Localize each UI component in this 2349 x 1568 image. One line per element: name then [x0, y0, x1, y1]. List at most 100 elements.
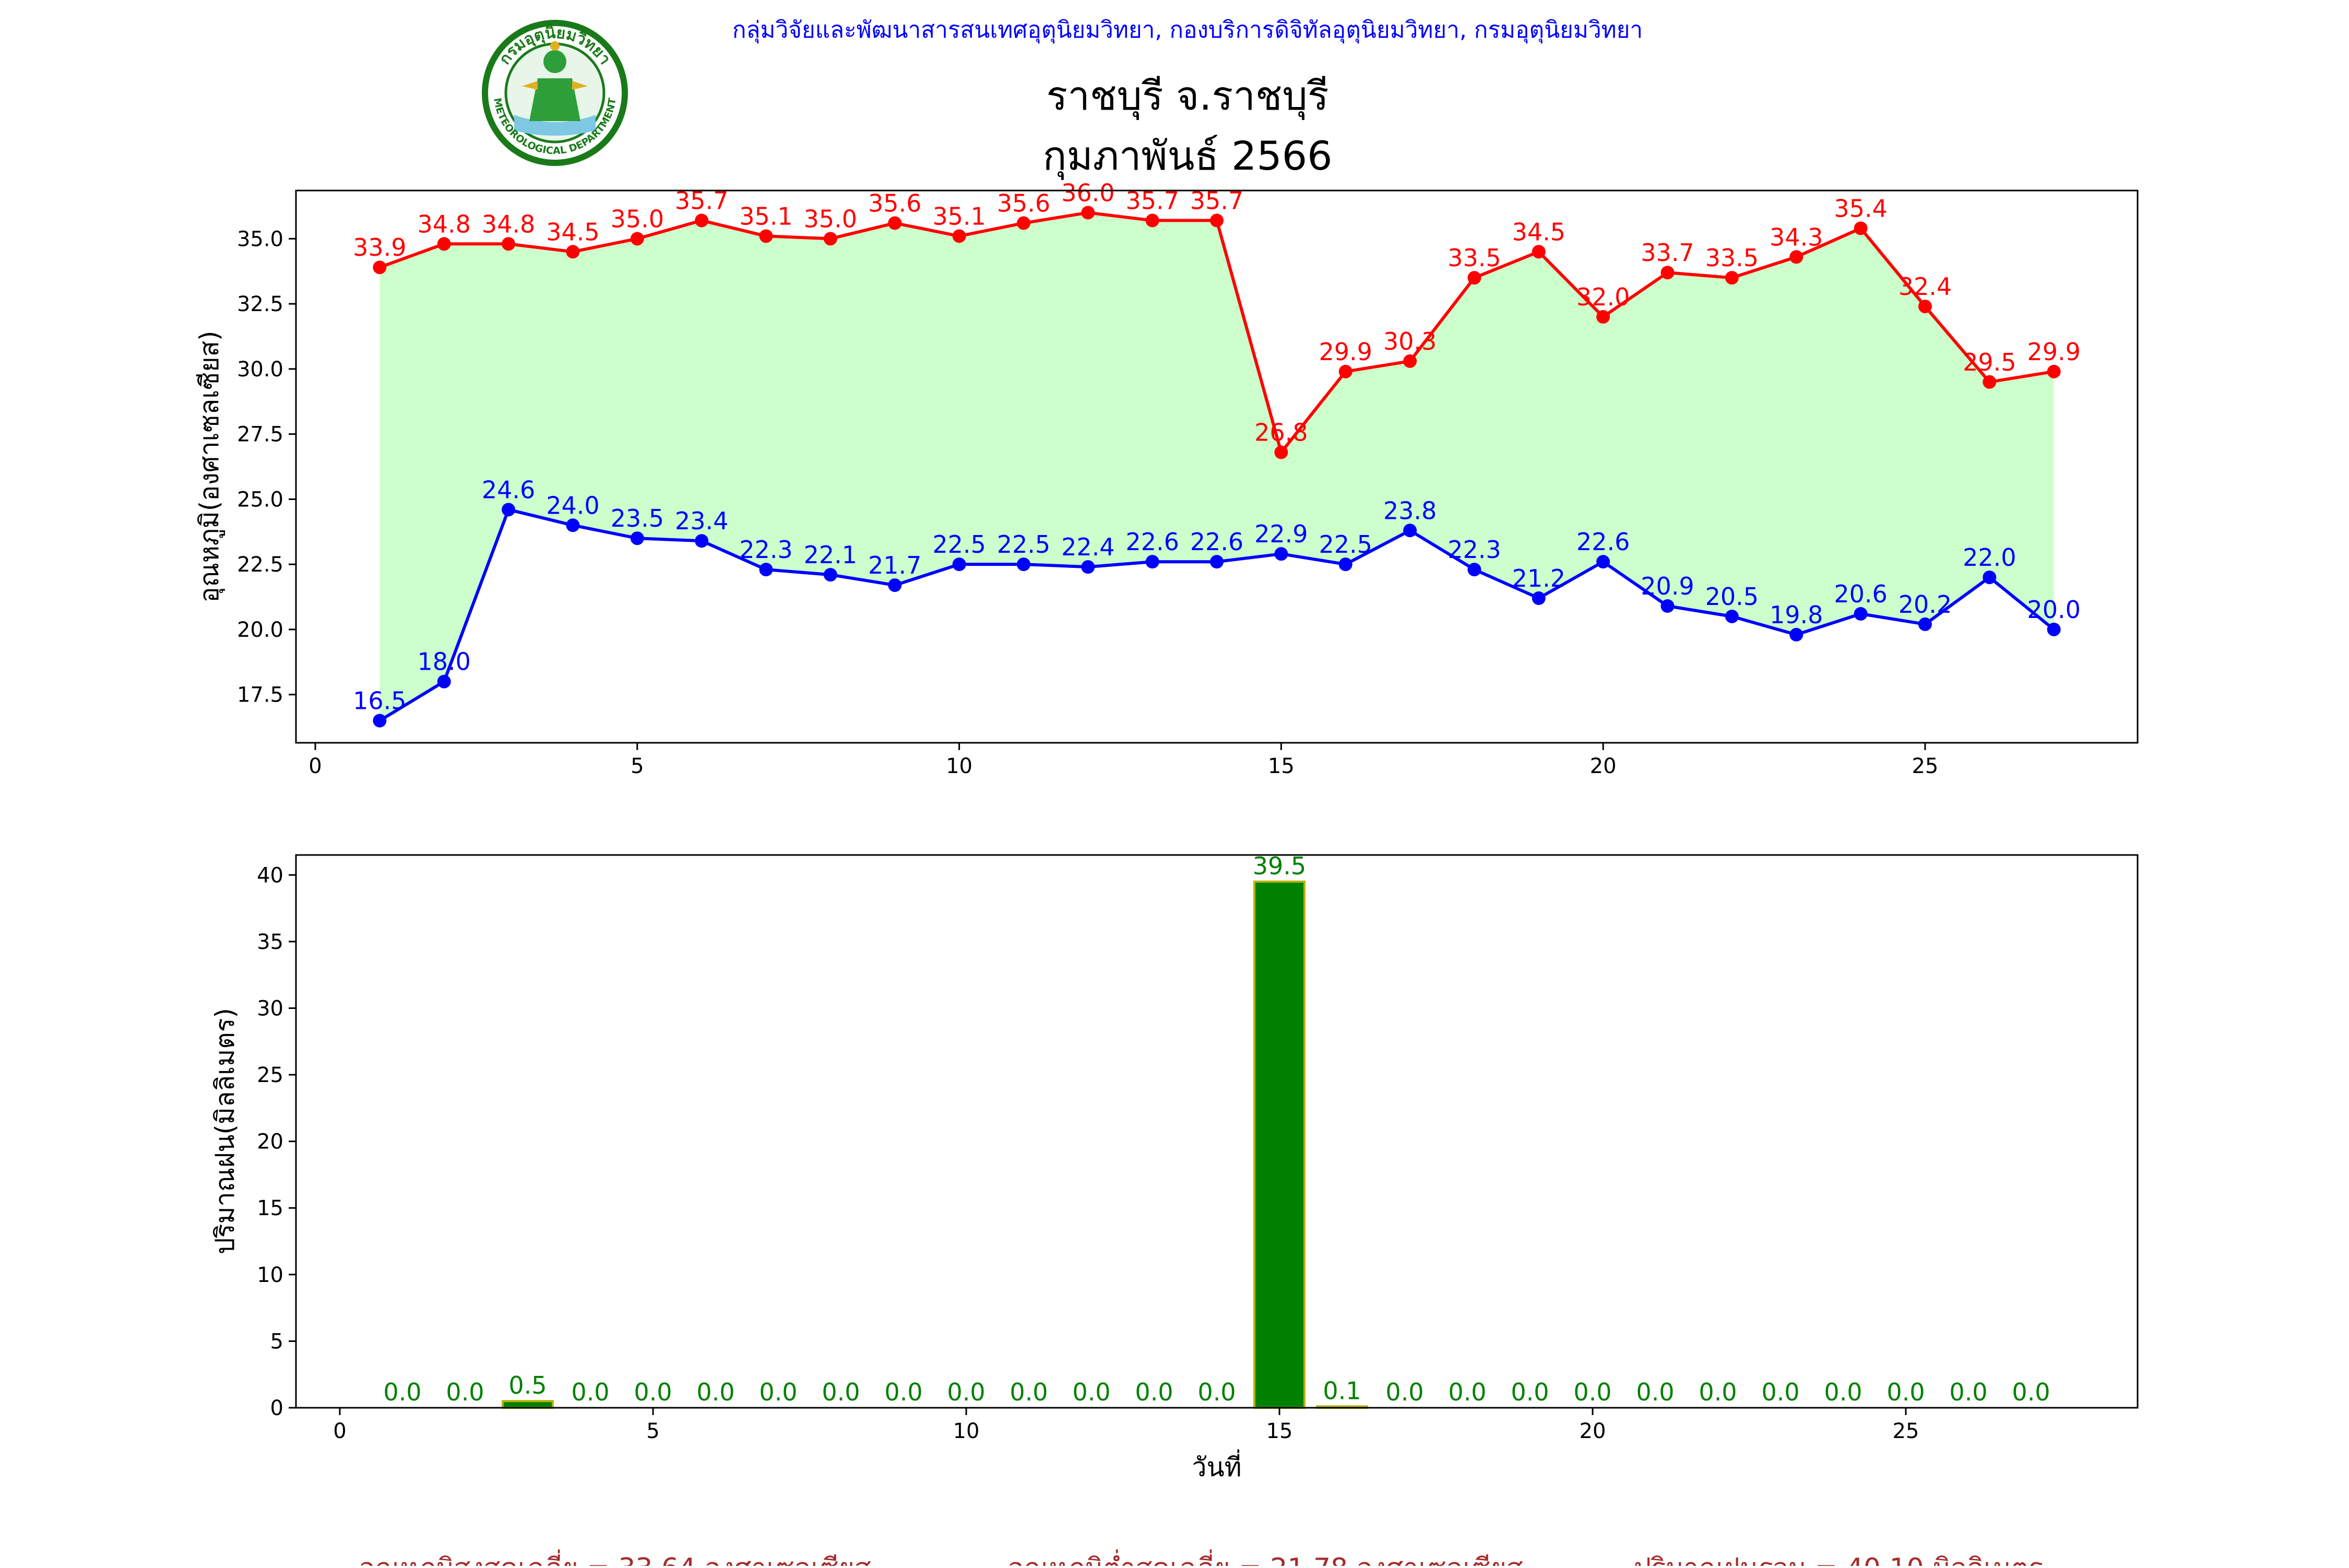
min-temperature-label: 22.3 [1448, 536, 1501, 564]
max-temperature-point [1725, 271, 1739, 285]
rainfall-x-tick-label: 15 [1266, 1419, 1293, 1443]
rainfall-x-tick-label: 20 [1580, 1419, 1606, 1443]
min-temperature-point [1918, 617, 1932, 631]
max-temperature-label: 33.5 [1448, 244, 1501, 272]
temperature-y-axis-label: อุณหภูมิ(องศาเซลเซียส) [194, 330, 225, 602]
min-temperature-label: 22.0 [1963, 543, 2016, 572]
max-temperature-point [1983, 375, 1997, 389]
min-temperature-label: 24.6 [482, 476, 535, 504]
min-temperature-point [1983, 571, 1997, 585]
min-temperature-point [1081, 560, 1095, 574]
rainfall-value-label: 0.0 [1511, 1378, 1549, 1406]
min-temperature-label: 21.2 [1512, 564, 1565, 592]
min-temperature-label: 20.6 [1834, 580, 1887, 608]
temperature-y-tick-label: 30.0 [237, 358, 283, 382]
rainfall-value-label: 0.0 [571, 1378, 609, 1406]
min-temperature-point [1596, 555, 1610, 569]
min-temperature-point [437, 674, 451, 688]
min-temperature-point [1660, 599, 1675, 613]
min-temperature-label: 23.8 [1383, 496, 1437, 525]
min-temperature-label: 22.5 [1319, 530, 1372, 559]
min-temperature-label: 22.1 [804, 541, 857, 569]
min-temperature-point [695, 534, 709, 548]
rainfall-value-label: 0.0 [446, 1378, 484, 1406]
min-temperature-point [759, 563, 773, 577]
rainfall-value-label: 0.0 [1010, 1378, 1048, 1406]
rainfall-y-tick-label: 40 [257, 863, 283, 887]
rainfall-value-label: 0.0 [1636, 1378, 1674, 1406]
min-temperature-point [888, 578, 902, 592]
max-temperature-label: 36.0 [1061, 179, 1114, 207]
max-temperature-label: 30.3 [1383, 327, 1437, 355]
rainfall-value-label: 0.0 [947, 1378, 985, 1406]
rainfall-y-tick-label: 15 [257, 1196, 283, 1220]
min-temperature-point [2047, 622, 2061, 636]
min-temperature-point [630, 531, 644, 545]
max-temperature-point [502, 237, 516, 251]
max-temperature-point [1918, 300, 1932, 314]
max-temperature-point [952, 229, 966, 243]
min-temperature-label: 22.5 [997, 530, 1050, 559]
min-temperature-point [1789, 627, 1804, 642]
min-temperature-point [823, 568, 837, 582]
temperature-y-tick-label: 35.0 [237, 227, 283, 251]
max-temperature-point [1081, 206, 1095, 220]
max-temperature-point [1789, 250, 1804, 264]
max-temperature-point [1210, 213, 1224, 228]
min-temperature-label: 18.0 [418, 648, 471, 676]
max-temperature-label: 34.8 [418, 210, 471, 238]
max-temperature-label: 32.4 [1899, 272, 1952, 301]
rainfall-x-tick-label: 5 [646, 1419, 659, 1443]
rainfall-y-tick-label: 35 [257, 930, 283, 954]
max-temperature-point [2047, 364, 2061, 378]
meteorological-department-logo: กรมอุตุนิยมวิทยา METEOROLOGICAL DEPARTME… [482, 20, 628, 166]
min-temperature-label: 23.5 [611, 504, 664, 532]
max-temperature-point [1403, 354, 1417, 368]
agency-line: กลุ่มวิจัยและพัฒนาสารสนเทศอุตุนิยมวิทยา,… [732, 17, 1643, 44]
min-temperature-label: 16.5 [353, 687, 406, 715]
total-rain-summary: ปริมาณฝนรวม = 40.10 มิลลิเมตร [1634, 1553, 2043, 1566]
max-temperature-label: 26.8 [1254, 419, 1308, 447]
temperature-x-tick-label: 10 [946, 754, 972, 778]
max-temperature-point [566, 245, 580, 259]
rainfall-chart: 0.0 0.0 0.5 0.0 0.0 0.0 0.0 0.0 0.0 0.0 0.0 0.0 0.0 0… [210, 852, 2139, 1482]
rainfall-bar [1253, 881, 1306, 1409]
min-temperature-point [1403, 524, 1417, 538]
min-temperature-point [1467, 563, 1481, 577]
min-temperature-point [373, 714, 387, 728]
max-temperature-label: 29.9 [1319, 338, 1372, 366]
rainfall-value-label: 0.0 [759, 1378, 797, 1406]
min-temperature-point [566, 518, 580, 532]
temperature-plot-frame [295, 189, 2139, 744]
temperature-x-tick-label: 15 [1268, 754, 1295, 778]
rainfall-value-label: 0.0 [1385, 1378, 1423, 1406]
max-temperature-label: 33.7 [1641, 239, 1694, 267]
temperature-y-tick-label: 17.5 [237, 683, 283, 707]
rainfall-bar [502, 1400, 554, 1409]
max-temperature-label: 32.0 [1576, 283, 1630, 311]
rainfall-value-label: 0.0 [1573, 1378, 1611, 1406]
min-temperature-point [1145, 555, 1159, 569]
min-temperature-label: 22.6 [1125, 528, 1179, 556]
rainfall-value-label: 0.0 [2012, 1378, 2050, 1406]
min-temperature-point [502, 503, 516, 517]
min-temperature-label: 21.7 [868, 551, 921, 579]
temperature-x-tick-label: 5 [631, 754, 644, 778]
max-temperature-label: 34.8 [482, 210, 535, 238]
max-temperature-label: 29.5 [1963, 348, 2016, 376]
min-temperature-label: 22.9 [1254, 520, 1308, 548]
min-temperature-label: 23.4 [675, 507, 728, 535]
max-temperature-label: 35.1 [739, 202, 792, 230]
temperature-chart: 33.934.8 34.8 34.5 35.035.735.1 35.035.6 35.1… [194, 179, 2139, 778]
rainfall-value-label: 0.0 [383, 1378, 421, 1406]
temperature-range-fill [379, 212, 2054, 721]
temperature-y-tick-label: 25.0 [237, 488, 283, 512]
rainfall-x-tick-label: 25 [1893, 1419, 1919, 1443]
rainfall-value-label: 0.1 [1323, 1376, 1361, 1405]
max-temperature-point [1467, 271, 1481, 285]
rainfall-y-tick-label: 10 [257, 1263, 283, 1287]
min-temperature-label: 22.4 [1061, 533, 1114, 561]
temperature-y-tick-label: 22.5 [237, 553, 283, 577]
max-temperature-label: 35.0 [804, 205, 857, 233]
